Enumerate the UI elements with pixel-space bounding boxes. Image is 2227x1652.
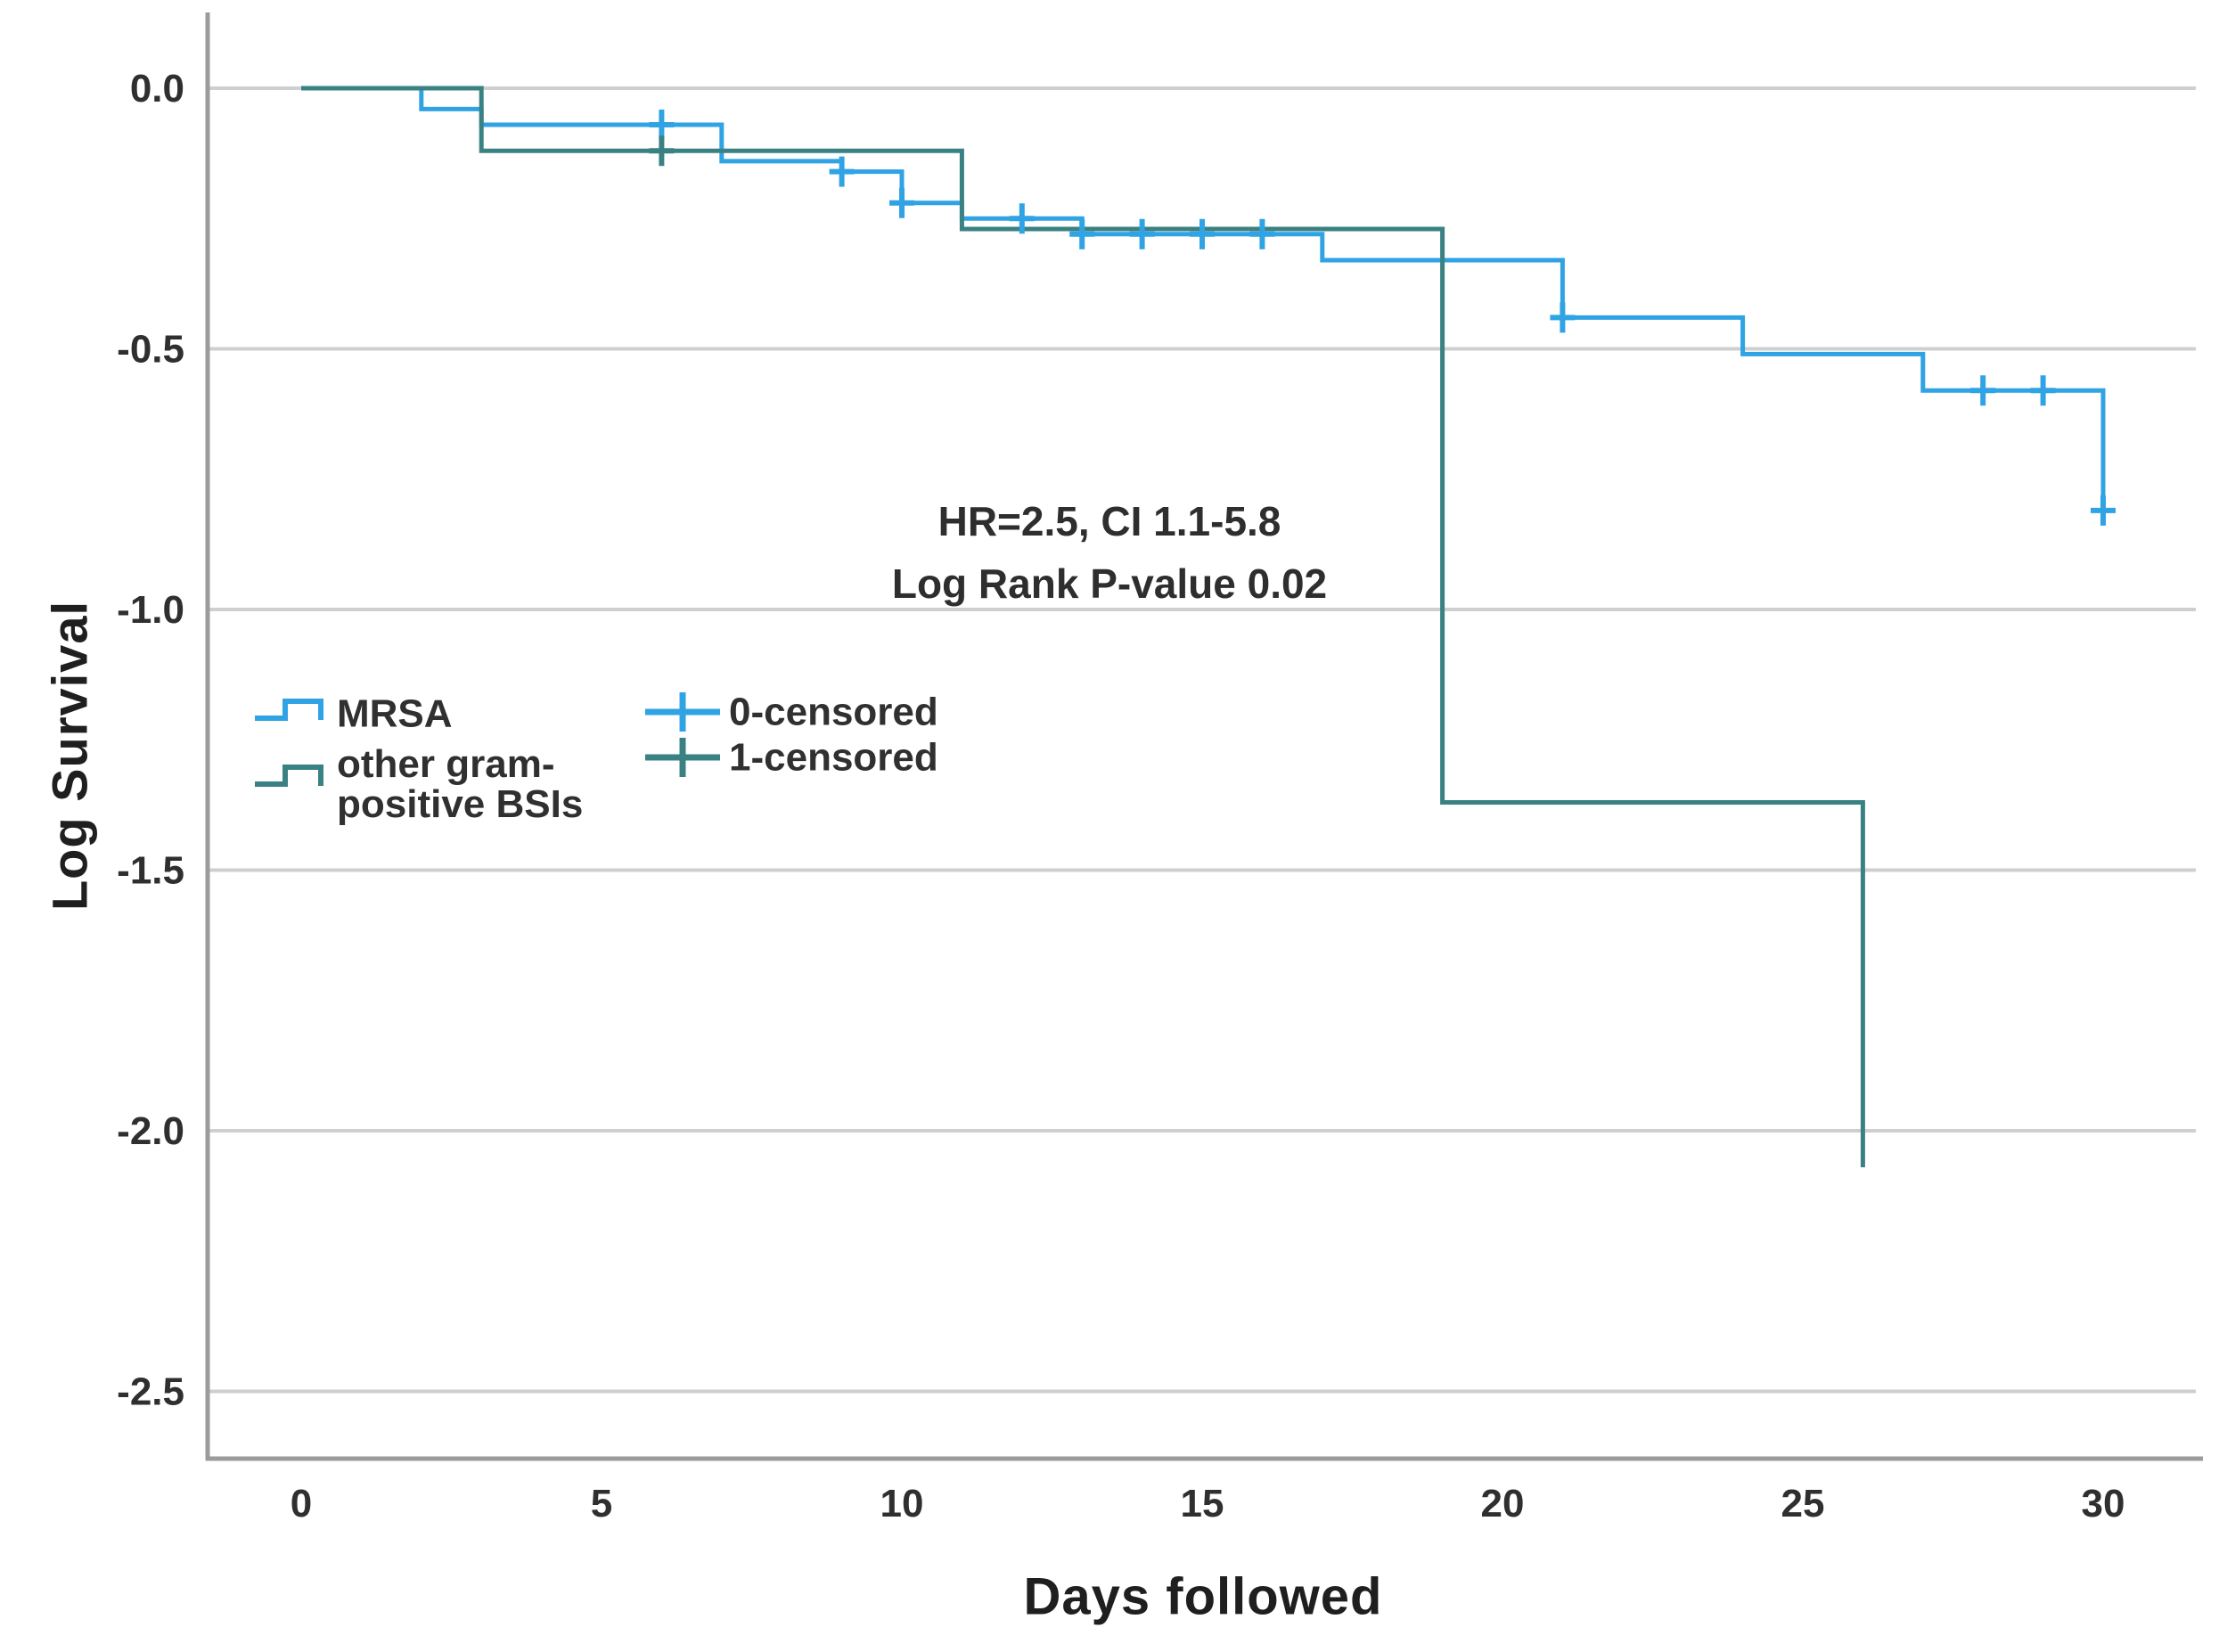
x-axis-title: Days followed	[1023, 1567, 1383, 1626]
legend-label-other-gram-positive: other gram- positive BSIs	[337, 744, 583, 824]
y-tick-label: -1.5	[117, 849, 184, 893]
series-line-other-gram-positive-bsis	[301, 86, 1865, 1167]
censored-0-marker-icon	[645, 692, 720, 732]
y-tick-label: -2.5	[117, 1370, 184, 1414]
censor-mark-mrsa	[1249, 218, 1275, 249]
censor-mark-mrsa	[1190, 218, 1215, 249]
censored-1-marker-icon	[645, 738, 720, 777]
annotation-block: HR=2.5, CI 1.1-5.8 Log Rank P-value 0.02	[892, 490, 1327, 615]
censor-mark-other-gram-positive-bsis	[649, 135, 675, 167]
mrsa-line-swatch	[255, 699, 323, 721]
x-tick-label: 20	[1481, 1482, 1525, 1525]
y-axis-title: Log Survival	[41, 600, 98, 912]
legend-label-mrsa: MRSA	[337, 691, 453, 736]
censor-mark-mrsa	[1550, 302, 1576, 333]
censor-mark-mrsa	[1069, 218, 1095, 249]
censor-mark-mrsa	[889, 187, 914, 218]
censor-mark-mrsa	[829, 156, 855, 187]
x-tick-label: 5	[591, 1482, 612, 1525]
x-tick-label: 30	[2082, 1482, 2125, 1525]
censor-mark-mrsa	[1129, 218, 1155, 249]
x-tick-label: 25	[1781, 1482, 1825, 1525]
censor-mark-mrsa	[2030, 375, 2056, 406]
y-tick-label: -0.5	[117, 328, 184, 372]
legend-label-other-gram-line1: other gram-	[337, 742, 555, 786]
y-tick-label: 0.0	[130, 67, 184, 110]
censor-mark-mrsa	[1009, 203, 1035, 234]
x-tick-label: 10	[880, 1482, 924, 1525]
legend-label-0-censored: 0-censored	[729, 690, 938, 734]
y-tick-label: -1.0	[117, 588, 184, 632]
other-gram-positive-line-swatch	[255, 765, 323, 787]
legend-label-other-gram-line2: positive BSIs	[337, 782, 584, 826]
x-tick-label: 0	[291, 1482, 312, 1525]
annotation-hazard-ratio: HR=2.5, CI 1.1-5.8	[937, 498, 1281, 544]
censor-mark-mrsa	[649, 109, 675, 140]
legend-label-1-censored: 1-censored	[729, 735, 938, 780]
censor-mark-mrsa	[2091, 495, 2116, 526]
annotation-log-rank: Log Rank P-value 0.02	[891, 560, 1328, 607]
y-tick-label: -2.0	[117, 1109, 184, 1153]
censor-mark-mrsa	[1970, 375, 1996, 406]
x-tick-label: 15	[1181, 1482, 1224, 1525]
